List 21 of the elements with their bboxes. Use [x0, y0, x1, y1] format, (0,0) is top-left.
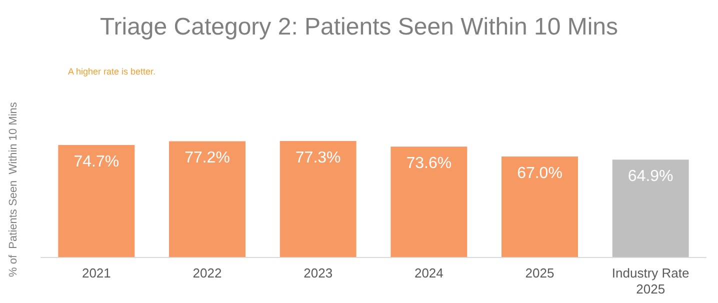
- data-label: 77.3%: [295, 150, 341, 167]
- data-label: 77.2%: [184, 150, 230, 167]
- bar: [612, 160, 689, 257]
- data-label: 73.6%: [406, 155, 452, 172]
- data-label: 67.0%: [517, 165, 562, 182]
- data-label: 64.9%: [628, 168, 674, 186]
- chart-title: Triage Category 2: Patients Seen Within 10 Mins: [100, 14, 618, 40]
- x-tick-label: 2024: [414, 266, 444, 280]
- x-tick-label: 2021: [82, 266, 111, 280]
- y-axis-title: % of Patients Seen Within 10 Mins: [8, 102, 20, 277]
- bar: [502, 156, 578, 257]
- x-tick-label: 2022: [192, 266, 222, 280]
- bar: [390, 146, 468, 257]
- x-tick-label: Industry Rate 2025: [612, 266, 690, 296]
- text: A higher rate is better.: [68, 66, 156, 76]
- x-tick-label: 2023: [304, 266, 333, 280]
- bar: [58, 144, 135, 257]
- bar: [280, 141, 356, 257]
- bar: [169, 141, 246, 257]
- x-tick-label: 2025: [525, 266, 554, 280]
- data-label: 74.7%: [74, 153, 120, 170]
